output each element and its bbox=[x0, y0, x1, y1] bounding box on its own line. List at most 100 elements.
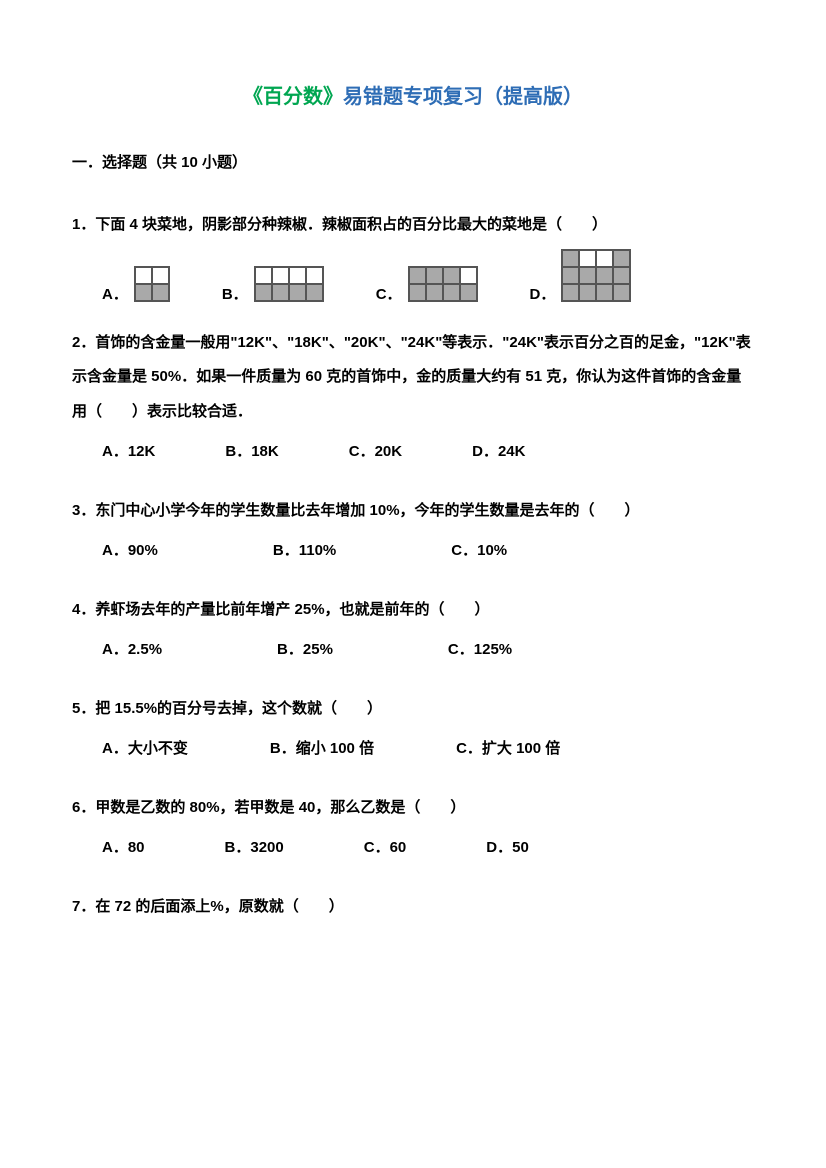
option-A[interactable]: A．80 bbox=[102, 831, 145, 866]
grid-cell bbox=[613, 267, 630, 284]
option-label: B． bbox=[225, 443, 251, 460]
grid-cell bbox=[255, 284, 272, 301]
option-text: 80 bbox=[128, 839, 145, 856]
option-B[interactable]: B．3200 bbox=[225, 831, 284, 866]
option-label: A． bbox=[102, 542, 128, 559]
option-label: A． bbox=[102, 740, 128, 757]
grid-cell bbox=[579, 284, 596, 301]
question-2: 2．首饰的含金量一般用"12K"、"18K"、"20K"、"24K"等表示．"2… bbox=[72, 326, 754, 470]
option-A[interactable]: A．90% bbox=[102, 534, 158, 569]
option-label: C． bbox=[349, 443, 375, 460]
option-text: 25% bbox=[303, 641, 333, 658]
options-row: A．大小不变 B．缩小 100 倍 C．扩大 100 倍 bbox=[102, 732, 754, 767]
grid-shape-icon bbox=[254, 266, 324, 302]
option-label: B． bbox=[225, 839, 251, 856]
grid-cell bbox=[152, 284, 169, 301]
option-C[interactable]: C．60 bbox=[364, 831, 407, 866]
option-label: D． bbox=[472, 443, 498, 460]
option-C[interactable]: C．125% bbox=[448, 633, 512, 668]
grid-cell bbox=[562, 284, 579, 301]
option-text: 10% bbox=[477, 542, 507, 559]
option-C[interactable]: C．20K bbox=[349, 435, 402, 470]
option-text: 大小不变 bbox=[128, 740, 188, 757]
option-label: D． bbox=[486, 839, 512, 856]
grid-cell bbox=[460, 284, 477, 301]
grid-cell bbox=[289, 284, 306, 301]
grid-shape-icon bbox=[561, 249, 631, 302]
option-C[interactable]: C． bbox=[376, 266, 478, 302]
option-D[interactable]: D．50 bbox=[486, 831, 529, 866]
title-part-2: 易错题专项复习（提高版） bbox=[343, 86, 583, 108]
option-B[interactable]: B．25% bbox=[277, 633, 333, 668]
option-label: C． bbox=[364, 839, 390, 856]
option-B[interactable]: B．缩小 100 倍 bbox=[270, 732, 374, 767]
grid-cell bbox=[613, 250, 630, 267]
grid-cell bbox=[562, 267, 579, 284]
option-label: A． bbox=[102, 443, 128, 460]
options-row: A．80 B．3200 C．60 D．50 bbox=[102, 831, 754, 866]
option-D[interactable]: D．24K bbox=[472, 435, 525, 470]
option-text: 缩小 100 倍 bbox=[296, 740, 374, 757]
grid-shape-icon bbox=[408, 266, 478, 302]
grid-cell bbox=[306, 284, 323, 301]
option-label: B． bbox=[277, 641, 303, 658]
option-B[interactable]: B． bbox=[222, 266, 324, 302]
option-A[interactable]: A．2.5% bbox=[102, 633, 162, 668]
option-label: D． bbox=[530, 287, 556, 302]
option-text: 50 bbox=[512, 839, 529, 856]
option-label: C． bbox=[376, 287, 402, 302]
grid-cell bbox=[596, 267, 613, 284]
option-label: B． bbox=[270, 740, 296, 757]
grid-cell bbox=[596, 250, 613, 267]
grid-cell bbox=[409, 284, 426, 301]
grid-cell bbox=[579, 267, 596, 284]
option-text: 90% bbox=[128, 542, 158, 559]
option-label: A． bbox=[102, 641, 128, 658]
question-text: 2．首饰的含金量一般用"12K"、"18K"、"20K"、"24K"等表示．"2… bbox=[72, 326, 754, 430]
option-text: 24K bbox=[498, 443, 526, 460]
grid-cell bbox=[272, 267, 289, 284]
grid-cell bbox=[443, 284, 460, 301]
grid-cell bbox=[289, 267, 306, 284]
options-row: A．2.5% B．25% C．125% bbox=[102, 633, 754, 668]
grid-cell bbox=[426, 284, 443, 301]
option-B[interactable]: B．18K bbox=[225, 435, 278, 470]
option-A[interactable]: A．12K bbox=[102, 435, 155, 470]
option-label: C． bbox=[451, 542, 477, 559]
option-text: 125% bbox=[474, 641, 512, 658]
option-label: B． bbox=[273, 542, 299, 559]
option-C[interactable]: C．扩大 100 倍 bbox=[456, 732, 560, 767]
options-row: A．12K B．18K C．20K D．24K bbox=[102, 435, 754, 470]
title-part-1: 《百分数》 bbox=[243, 86, 343, 108]
question-7: 7．在 72 的后面添上%，原数就（ ） bbox=[72, 890, 754, 925]
option-text: 扩大 100 倍 bbox=[482, 740, 560, 757]
option-text: 110% bbox=[299, 542, 337, 559]
option-A[interactable]: A．大小不变 bbox=[102, 732, 188, 767]
grid-cell bbox=[152, 267, 169, 284]
option-text: 20K bbox=[375, 443, 403, 460]
option-A[interactable]: A． bbox=[102, 266, 170, 302]
grid-cell bbox=[562, 250, 579, 267]
question-text: 3．东门中心小学今年的学生数量比去年增加 10%，今年的学生数量是去年的（ ） bbox=[72, 494, 754, 529]
option-label: B． bbox=[222, 287, 248, 302]
question-text: 5．把 15.5%的百分号去掉，这个数就（ ） bbox=[72, 692, 754, 727]
option-B[interactable]: B．110% bbox=[273, 534, 336, 569]
grid-cell bbox=[443, 267, 460, 284]
grid-cell bbox=[135, 284, 152, 301]
grid-cell bbox=[272, 284, 289, 301]
grid-cell bbox=[306, 267, 323, 284]
grid-cell bbox=[409, 267, 426, 284]
option-text: 18K bbox=[251, 443, 279, 460]
option-D[interactable]: D． bbox=[530, 249, 632, 302]
option-label: A． bbox=[102, 839, 128, 856]
option-text: 2.5% bbox=[128, 641, 162, 658]
question-text: 1．下面 4 块菜地，阴影部分种辣椒．辣椒面积占的百分比最大的菜地是（ ） bbox=[72, 208, 754, 243]
question-1: 1．下面 4 块菜地，阴影部分种辣椒．辣椒面积占的百分比最大的菜地是（ ） A． B… bbox=[72, 208, 754, 302]
questions-list: 1．下面 4 块菜地，阴影部分种辣椒．辣椒面积占的百分比最大的菜地是（ ） A． B… bbox=[72, 208, 754, 924]
question-4: 4．养虾场去年的产量比前年增产 25%，也就是前年的（ ）A．2.5%B．25%… bbox=[72, 593, 754, 668]
question-5: 5．把 15.5%的百分号去掉，这个数就（ ） A．大小不变 B．缩小 100 倍 C… bbox=[72, 692, 754, 767]
question-6: 6．甲数是乙数的 80%，若甲数是 40，那么乙数是（ ）A．80B．3200C… bbox=[72, 791, 754, 866]
grid-cell bbox=[255, 267, 272, 284]
option-C[interactable]: C．10% bbox=[451, 534, 507, 569]
grid-cell bbox=[596, 284, 613, 301]
